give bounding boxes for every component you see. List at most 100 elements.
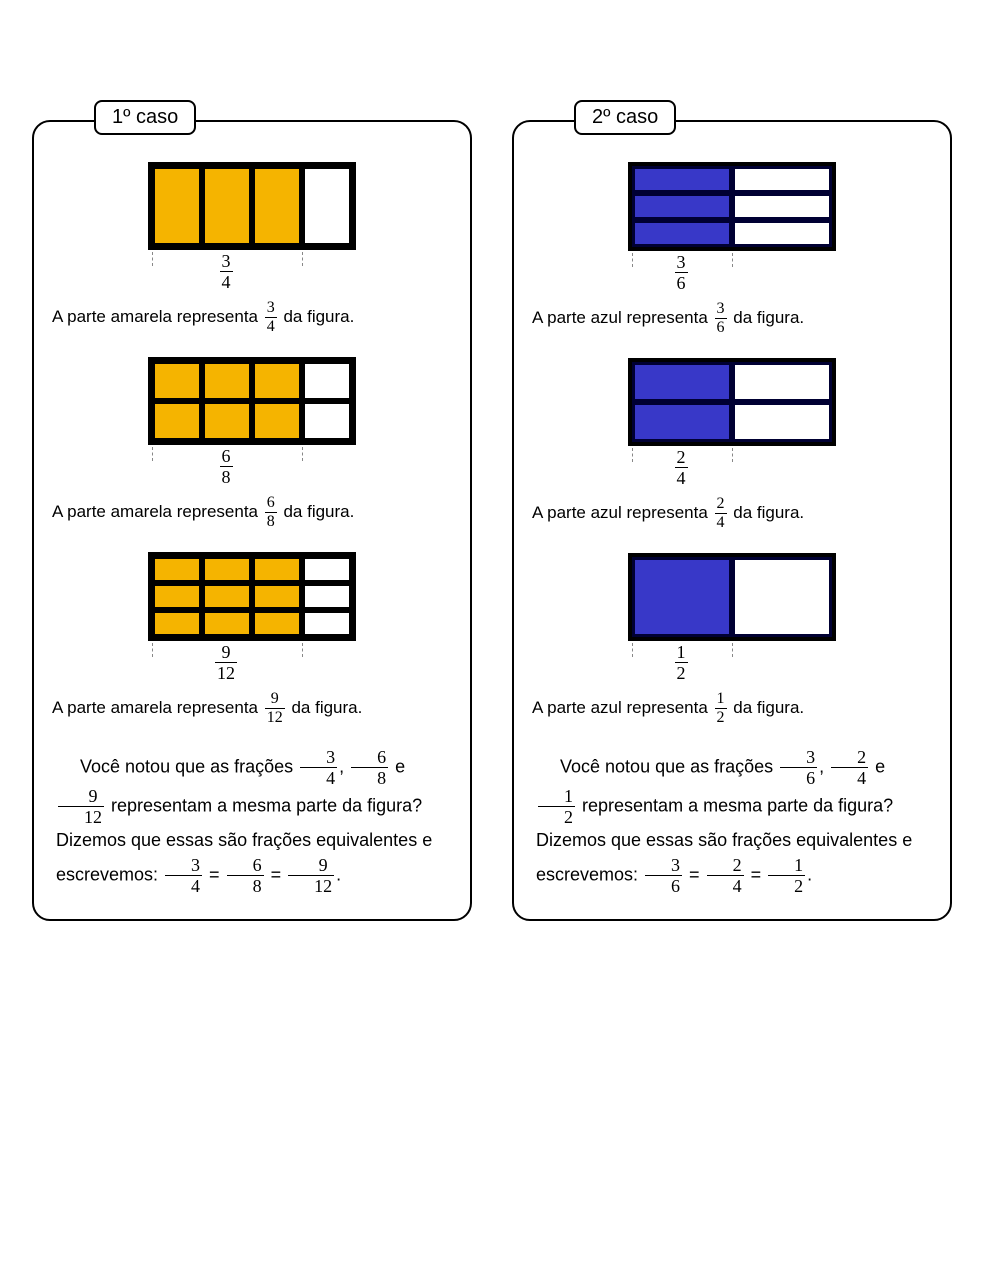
- diagram-3-6: 3 6: [532, 162, 932, 293]
- grid-3-4: [148, 162, 356, 250]
- guide-dash: [152, 447, 153, 461]
- cell: [202, 166, 252, 246]
- fraction-3-6: 3 6: [675, 253, 688, 293]
- fraction-6-8: 6 8: [220, 447, 233, 487]
- fraction-inline: 34: [300, 748, 337, 787]
- fraction-3-4: 3 4: [220, 252, 233, 292]
- guide-dash: [302, 252, 303, 266]
- eq: =: [684, 864, 705, 884]
- guide-dash: [632, 448, 633, 462]
- caption-text: da figura.: [283, 307, 354, 326]
- cell: [252, 166, 302, 246]
- cell: [632, 220, 732, 247]
- case-2-title: 2º caso: [574, 100, 676, 135]
- period: .: [807, 864, 812, 884]
- diagram-3-4: 3 4: [52, 162, 452, 292]
- cell: [632, 402, 732, 442]
- cell: [202, 556, 252, 583]
- sep: e: [870, 756, 885, 776]
- cell: [302, 166, 352, 246]
- fraction-9-12: 9 12: [215, 643, 237, 683]
- grid-9-12: [148, 552, 356, 641]
- page: 1º caso 3 4 A parte amarela representa: [0, 0, 984, 921]
- diagram-9-12: 9 12: [52, 552, 452, 683]
- cell: [632, 362, 732, 402]
- fraction-inline: 36: [780, 748, 817, 787]
- eq: =: [746, 864, 767, 884]
- guide-dash: [302, 643, 303, 657]
- caption-text: A parte azul representa: [532, 503, 713, 522]
- caption-text: A parte azul representa: [532, 308, 713, 327]
- sep: e: [390, 756, 405, 776]
- cell: [632, 557, 732, 637]
- cell: [252, 401, 302, 441]
- fraction-inline: 12: [768, 856, 805, 895]
- cell: [202, 401, 252, 441]
- cell: [632, 166, 732, 193]
- fraction-inline: 3 6: [715, 301, 727, 336]
- cell: [152, 610, 202, 637]
- caption-text: da figura.: [283, 502, 354, 521]
- grid-1-2: [628, 553, 836, 641]
- cell: [732, 362, 832, 402]
- caption-text: A parte amarela representa: [52, 502, 263, 521]
- fraction-inline: 24: [831, 748, 868, 787]
- caption-2-4: A parte azul representa 2 4 da figura.: [532, 496, 932, 531]
- case-2-box: 2º caso 3 6 A parte azul representa: [512, 120, 952, 921]
- summary-text: Você notou que as frações: [560, 756, 778, 776]
- cell: [732, 402, 832, 442]
- diagram-2-4: 2 4: [532, 358, 932, 488]
- fraction-inline: 68: [227, 856, 264, 895]
- caption-text: da figura.: [291, 698, 362, 717]
- guide-dash: [732, 253, 733, 267]
- cell: [632, 193, 732, 220]
- caption-3-6: A parte azul representa 3 6 da figura.: [532, 301, 932, 336]
- diagram-1-2: 1 2: [532, 553, 932, 683]
- fraction-inline: 12: [538, 787, 575, 826]
- caption-text: da figura.: [733, 503, 804, 522]
- fraction-inline: 34: [165, 856, 202, 895]
- cell: [152, 556, 202, 583]
- caption-9-12: A parte amarela representa 9 12 da figur…: [52, 691, 452, 726]
- diagram-6-8: 6 8: [52, 357, 452, 487]
- period: .: [336, 864, 341, 884]
- cell: [202, 583, 252, 610]
- grid-2-4: [628, 358, 836, 446]
- grid-3-6: [628, 162, 836, 251]
- cell: [732, 166, 832, 193]
- fraction-inline: 3 4: [265, 300, 277, 335]
- cell: [152, 361, 202, 401]
- cell: [302, 610, 352, 637]
- case-1-box: 1º caso 3 4 A parte amarela representa: [32, 120, 472, 921]
- cell: [252, 610, 302, 637]
- caption-1-2: A parte azul representa 1 2 da figura.: [532, 691, 932, 726]
- cell: [252, 361, 302, 401]
- caption-6-8: A parte amarela representa 6 8 da figura…: [52, 495, 452, 530]
- fraction-1-2: 1 2: [675, 643, 688, 683]
- cell: [152, 583, 202, 610]
- fraction-inline: 24: [707, 856, 744, 895]
- case-2-summary: Você notou que as frações 36, 24 e 12 re…: [532, 748, 932, 895]
- case-1-title: 1º caso: [94, 100, 196, 135]
- guide-dash: [152, 643, 153, 657]
- sep: ,: [339, 756, 349, 776]
- eq: =: [204, 864, 225, 884]
- fraction-inline: 912: [58, 787, 104, 826]
- fraction-inline: 36: [645, 856, 682, 895]
- cell: [252, 583, 302, 610]
- cell: [152, 166, 202, 246]
- cell: [302, 583, 352, 610]
- caption-text: da figura.: [733, 698, 804, 717]
- guide-dash: [632, 253, 633, 267]
- caption-text: A parte amarela representa: [52, 698, 263, 717]
- cell: [252, 556, 302, 583]
- guide-dash: [632, 643, 633, 657]
- fraction-inline: 912: [288, 856, 334, 895]
- cell: [202, 361, 252, 401]
- cell: [152, 401, 202, 441]
- cell: [732, 220, 832, 247]
- fraction-inline: 68: [351, 748, 388, 787]
- eq: =: [266, 864, 287, 884]
- fraction-indicator: 2 4: [632, 448, 832, 488]
- guide-dash: [732, 643, 733, 657]
